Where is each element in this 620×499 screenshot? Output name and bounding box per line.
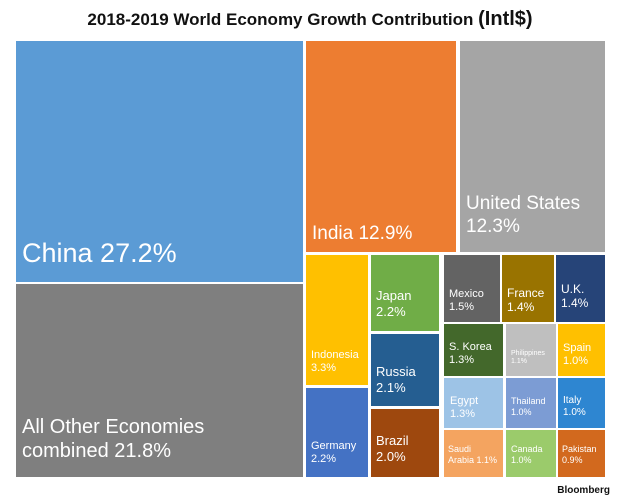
tile-mexico: Mexico 1.5% <box>444 255 500 322</box>
tile-label-philippines: Philippines 1.1% <box>511 350 545 366</box>
tile-s-korea: S. Korea 1.3% <box>444 324 503 376</box>
tile-russia: Russia 2.1% <box>371 334 439 406</box>
tile-label-india: India 12.9% <box>312 223 413 244</box>
tile-pakistan: Pakistan 0.9% <box>558 430 605 477</box>
tile-label-russia: Russia 2.1% <box>376 364 416 395</box>
tile-thailand: Thailand 1.0% <box>506 378 556 428</box>
tile-label-mexico: Mexico 1.5% <box>449 288 484 314</box>
source-label: Bloomberg <box>557 485 610 496</box>
tile-label-thailand: Thailand 1.0% <box>511 396 546 417</box>
tile-france: France 1.4% <box>502 255 554 322</box>
tile-philippines: Philippines 1.1% <box>506 324 556 376</box>
tile-indonesia: Indonesia 3.3% <box>306 255 368 385</box>
tile-label-canada: Canada 1.0% <box>511 444 543 465</box>
tile-label-s-korea: S. Korea 1.3% <box>449 341 492 367</box>
tile-label-brazil: Brazil 2.0% <box>376 433 409 464</box>
tile-all-other-economies-combined: All Other Economies combined 21.8% <box>16 284 303 477</box>
tile-spain: Spain 1.0% <box>558 324 605 376</box>
tile-label-italy: Italy 1.0% <box>563 395 586 418</box>
tile-india: India 12.9% <box>306 41 456 252</box>
tile-label-saudi-arabia: Saudi Arabia 1.1% <box>448 444 498 465</box>
tile-japan: Japan 2.2% <box>371 255 439 331</box>
tile-label-pakistan: Pakistan 0.9% <box>562 444 597 465</box>
tile-label-u-k: U.K. 1.4% <box>561 282 589 311</box>
chart-title-unit: (Intl$) <box>478 8 533 30</box>
tile-egypt: Egypt 1.3% <box>444 378 503 428</box>
tile-label-germany: Germany 2.2% <box>311 440 357 466</box>
tile-saudi-arabia: Saudi Arabia 1.1% <box>444 430 503 477</box>
tile-italy: Italy 1.0% <box>558 378 605 428</box>
tile-label-france: France 1.4% <box>507 286 545 315</box>
tile-label-united-states: United States 12.3% <box>466 193 581 237</box>
tile-brazil: Brazil 2.0% <box>371 409 439 477</box>
chart-title-main: 2018-2019 World Economy Growth Contribut… <box>87 10 479 29</box>
tile-label-spain: Spain 1.0% <box>563 342 592 368</box>
chart-title: 2018-2019 World Economy Growth Contribut… <box>0 8 620 31</box>
tile-canada: Canada 1.0% <box>506 430 556 477</box>
tile-u-k: U.K. 1.4% <box>556 255 605 322</box>
tile-united-states: United States 12.3% <box>460 41 605 252</box>
tile-label-indonesia: Indonesia 3.3% <box>311 349 359 375</box>
tile-germany: Germany 2.2% <box>306 388 368 477</box>
tile-label-egypt: Egypt 1.3% <box>450 395 479 421</box>
tile-label-all-other-economies-combined: All Other Economies combined 21.8% <box>22 416 205 462</box>
tile-china: China 27.2% <box>16 41 303 282</box>
tile-label-china: China 27.2% <box>22 238 177 268</box>
tile-label-japan: Japan 2.2% <box>376 288 412 319</box>
